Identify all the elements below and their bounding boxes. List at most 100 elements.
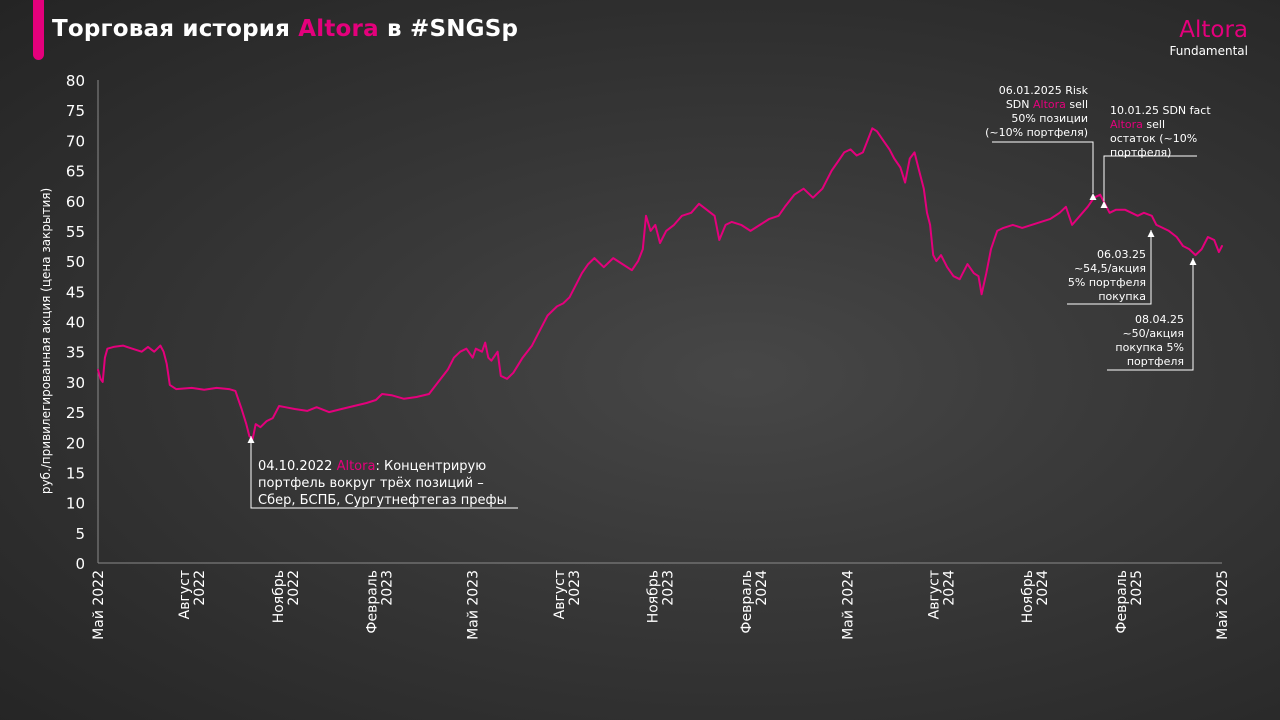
annotation-buy-april-line1: 08.04.25	[1135, 313, 1184, 326]
x-tick-label: Август2023	[552, 570, 583, 619]
annotation-concentration-date: 04.10.2022	[258, 459, 337, 474]
brand-name: Altora	[1179, 17, 1248, 43]
annotation-sdn-fact-line4: портфеля)	[1110, 146, 1172, 159]
x-tick-label-line: 2023	[380, 570, 396, 606]
annotation-buy-april-leader	[1107, 258, 1194, 371]
x-tick-label-line: Август	[927, 570, 943, 619]
annotation-concentration: 04.10.2022 Altora: Концентрирую портфель…	[258, 458, 507, 509]
title-prefix: Торговая история	[52, 16, 299, 42]
x-tick-label: Февраль2025	[1114, 570, 1145, 634]
x-tick-label: Февраль2023	[365, 570, 396, 634]
x-tick-label-line: Май 2025	[1215, 570, 1231, 640]
annotation-buy-march-line1: 06.03.25	[1097, 248, 1146, 261]
x-tick-label-line: Ноябрь	[271, 570, 287, 623]
title-brand: Altora	[298, 16, 379, 42]
y-tick-label: 0	[75, 555, 85, 573]
x-tick-label: Ноябрь2023	[646, 570, 677, 623]
y-tick-label: 45	[66, 283, 85, 301]
x-tick-label: Май 2022	[91, 570, 107, 640]
x-tick-label-line: 2024	[754, 570, 770, 606]
x-tick-label-line: 2023	[567, 570, 583, 606]
annotation-buy-march: 06.03.25 ~54,5/акция 5% портфеля покупка	[1068, 248, 1146, 304]
annotation-sdn-fact: 10.01.25 SDN fact Altora sell остаток (~…	[1110, 104, 1211, 160]
annotation-concentration-line2: портфель вокруг трёх позиций –	[258, 476, 484, 491]
brand-logo: Altora Fundamental	[1170, 16, 1249, 58]
x-tick-label-line: 2022	[192, 570, 208, 606]
y-tick-label: 75	[66, 102, 85, 120]
annotation-sdn-fact-arrowhead	[1100, 201, 1108, 208]
annotation-buy-april-line3: покупка 5%	[1115, 341, 1184, 354]
y-tick-label: 65	[66, 163, 85, 181]
x-tick-label-line: Ноябрь	[646, 570, 662, 623]
y-tick-label: 40	[66, 314, 85, 332]
x-tick-label-line: Май 2023	[466, 570, 482, 640]
x-tick-label-line: 2022	[286, 570, 302, 606]
x-tick-label-line: 2023	[661, 570, 677, 606]
x-tick-label-line: Февраль	[365, 570, 381, 634]
annotation-sdn-risk-line4: (~10% портфеля)	[985, 126, 1088, 139]
y-tick-label: 10	[66, 495, 85, 513]
x-tick-label-line: Май 2024	[840, 570, 856, 640]
annotation-sdn-risk-line2a: SDN	[1005, 98, 1033, 111]
y-tick-label: 5	[75, 525, 85, 543]
x-tick-label: Август2022	[177, 570, 208, 619]
annotation-sdn-risk-line1: 06.01.2025 Risk	[998, 84, 1088, 97]
y-tick-label: 25	[66, 404, 85, 422]
annotation-buy-march-leader	[1067, 230, 1152, 305]
x-tick-label: Февраль2024	[739, 570, 770, 634]
annotation-buy-april-line4: портфеля	[1126, 355, 1184, 368]
x-tick-label: Май 2023	[466, 570, 482, 640]
annotation-sdn-fact-line2b: sell	[1142, 118, 1165, 131]
annotation-buy-march-line4: покупка	[1098, 290, 1146, 303]
y-tick-label: 50	[66, 253, 85, 271]
annotation-sdn-fact-line3: остаток (~10%	[1110, 132, 1198, 145]
title-accent-bar	[33, 0, 44, 60]
x-tick-label-line: Февраль	[739, 570, 755, 634]
x-tick-label-line: 2025	[1129, 570, 1145, 606]
price-series-line	[97, 127, 1223, 441]
annotation-concentration-arrowhead	[247, 436, 255, 443]
x-tick-label-line: 2024	[1035, 570, 1051, 606]
annotation-buy-march-arrowhead	[1147, 230, 1155, 237]
annotation-sdn-risk: 06.01.2025 Risk SDN Altora sell 50% пози…	[985, 84, 1088, 140]
x-tick-label-line: 2024	[942, 570, 958, 606]
x-tick-label: Май 2025	[1215, 570, 1231, 640]
x-tick-label-line: Май 2022	[91, 570, 107, 640]
annotation-buy-april: 08.04.25 ~50/акция покупка 5% портфеля	[1115, 313, 1184, 369]
x-tick-label-line: Февраль	[1114, 570, 1130, 634]
y-tick-label: 20	[66, 434, 85, 452]
brand-subtitle: Fundamental	[1169, 44, 1249, 58]
y-tick-label: 80	[66, 72, 85, 90]
annotation-sdn-risk-line2b: sell	[1065, 98, 1088, 111]
annotation-sdn-fact-leader	[1103, 155, 1197, 201]
y-tick-label: 35	[66, 344, 85, 362]
annotation-sdn-fact-brand: Altora	[1110, 118, 1143, 131]
x-tick-label-line: Август	[552, 570, 568, 619]
x-tick-label: Май 2024	[840, 570, 856, 640]
annotation-concentration-leader	[250, 436, 518, 509]
title-suffix: в #SNGSp	[378, 16, 519, 42]
annotation-sdn-fact-line1: 10.01.25 SDN fact	[1110, 104, 1211, 117]
x-tick-label: Август2024	[927, 570, 958, 619]
annotation-sdn-risk-leader	[992, 141, 1094, 193]
annotation-concentration-line3: Сбер, БСПБ, Сургутнефтегаз префы	[258, 493, 507, 508]
x-tick-label: Ноябрь2024	[1020, 570, 1051, 623]
y-axis-label: руб./привилегированная акция (цена закры…	[39, 188, 53, 494]
y-tick-label: 55	[66, 223, 85, 241]
annotation-sdn-risk-brand: Altora	[1033, 98, 1066, 111]
annotation-buy-march-line3: 5% портфеля	[1067, 276, 1146, 289]
y-tick-label: 15	[66, 464, 85, 482]
annotation-sdn-risk-line3: 50% позиции	[1011, 112, 1088, 125]
annotation-sdn-risk-arrowhead	[1089, 193, 1097, 200]
annotation-concentration-text: : Концентрирую	[375, 459, 487, 474]
y-tick-label: 70	[66, 132, 85, 150]
annotation-buy-march-line2: ~54,5/акция	[1073, 262, 1146, 275]
page-title: Торговая история Altora в #SNGSp	[52, 16, 518, 42]
x-tick-label-line: Август	[177, 570, 193, 619]
y-tick-label: 60	[66, 193, 85, 211]
annotation-buy-april-arrowhead	[1189, 258, 1197, 265]
x-tick-label: Ноябрь2022	[271, 570, 302, 623]
x-tick-label-line: Ноябрь	[1020, 570, 1036, 623]
annotation-buy-april-line2: ~50/акция	[1122, 327, 1184, 340]
